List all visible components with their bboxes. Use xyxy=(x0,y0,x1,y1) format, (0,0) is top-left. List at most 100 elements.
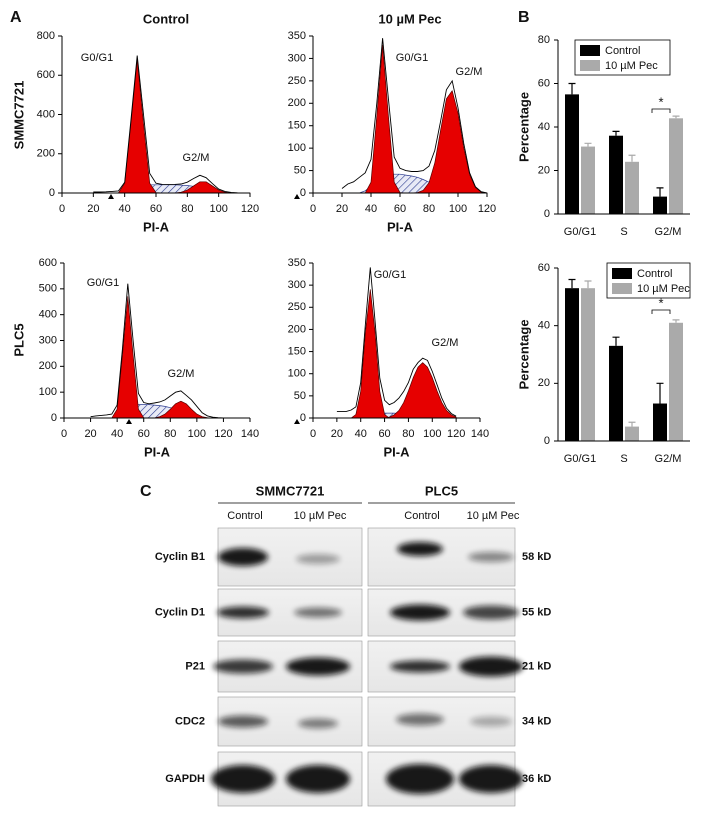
y-tick-label: 0 xyxy=(49,187,55,199)
marker xyxy=(108,194,114,199)
lane-label: 10 µM Pec xyxy=(294,510,347,522)
y-tick-label: 300 xyxy=(39,334,57,346)
x-tick-label: S xyxy=(620,453,627,465)
x-tick-label: 60 xyxy=(378,428,390,440)
annotation: G0/G1 xyxy=(81,52,113,64)
error-bar xyxy=(584,142,592,147)
band xyxy=(470,716,512,727)
band xyxy=(390,660,450,673)
band xyxy=(468,552,514,562)
legend-label: Control xyxy=(605,45,640,57)
panel-label: C xyxy=(140,483,152,500)
y-tick-label: 0 xyxy=(300,412,306,424)
chart-title: Control xyxy=(143,11,189,26)
error-bar xyxy=(656,187,664,197)
band xyxy=(217,606,269,619)
x-tick-label: G0/G1 xyxy=(564,453,596,465)
histogram-outline xyxy=(93,55,250,194)
fit-area xyxy=(92,59,251,194)
x-tick-label: 60 xyxy=(150,203,162,215)
size-label: 55 kD xyxy=(522,606,551,618)
y-tick-label: 40 xyxy=(538,121,550,133)
band xyxy=(386,764,454,794)
x-tick-label: 60 xyxy=(394,203,406,215)
x-axis-label: PI-A xyxy=(384,444,411,459)
fit-area xyxy=(90,404,224,419)
x-tick-label: G0/G1 xyxy=(564,226,596,238)
x-tick-label: 120 xyxy=(214,428,232,440)
y-tick-label: 600 xyxy=(39,257,57,269)
y-tick-label: 350 xyxy=(288,257,306,269)
band xyxy=(298,718,338,729)
error-bar xyxy=(612,336,620,346)
x-tick-label: 60 xyxy=(138,428,150,440)
x-tick-label: 20 xyxy=(84,428,96,440)
x-tick-label: 140 xyxy=(471,428,489,440)
x-tick-label: 140 xyxy=(241,428,259,440)
y-tick-label: 350 xyxy=(288,30,306,42)
protein-label: P21 xyxy=(185,660,205,672)
y-tick-label: 500 xyxy=(39,283,57,295)
x-tick-label: 40 xyxy=(365,203,377,215)
annotation: G2/M xyxy=(456,66,483,78)
chart-title: 10 µM Pec xyxy=(378,11,441,26)
marker xyxy=(294,419,300,424)
band xyxy=(213,659,273,674)
x-tick-label: 100 xyxy=(423,428,441,440)
bar xyxy=(609,135,623,214)
significance-bracket xyxy=(651,108,671,113)
band xyxy=(397,542,443,556)
x-axis-label: PI-A xyxy=(387,219,414,234)
error-bar xyxy=(628,421,636,427)
x-tick-label: 40 xyxy=(119,203,131,215)
annotation: G0/G1 xyxy=(374,269,406,281)
band xyxy=(286,765,350,793)
group-label: SMMC7721 xyxy=(256,483,325,498)
bar xyxy=(625,161,639,214)
error-bar xyxy=(568,82,576,95)
band xyxy=(396,713,444,726)
x-axis-label: PI-A xyxy=(143,219,170,234)
x-tick-label: 120 xyxy=(241,203,259,215)
y-tick-label: 100 xyxy=(288,368,306,380)
y-tick-label: 600 xyxy=(37,69,55,81)
x-tick-label: 120 xyxy=(478,203,496,215)
error-bar xyxy=(628,154,636,162)
legend-swatch xyxy=(612,283,632,294)
error-bar xyxy=(672,115,680,119)
y-tick-label: 60 xyxy=(538,77,550,89)
x-tick-label: S xyxy=(620,226,627,238)
panel-label: B xyxy=(518,9,530,26)
protein-label: Cyclin D1 xyxy=(155,606,205,618)
band xyxy=(459,656,523,677)
legend-swatch xyxy=(580,60,600,71)
legend-swatch xyxy=(580,45,600,56)
y-tick-label: 200 xyxy=(288,323,306,335)
y-tick-label: 400 xyxy=(39,309,57,321)
error-bar xyxy=(584,280,592,289)
size-label: 34 kD xyxy=(522,715,551,727)
size-label: 36 kD xyxy=(522,773,551,785)
y-tick-label: 0 xyxy=(544,208,550,220)
x-tick-label: 80 xyxy=(402,428,414,440)
band xyxy=(218,715,268,728)
fit-area xyxy=(90,296,224,419)
y-tick-label: 250 xyxy=(288,75,306,87)
x-tick-label: 40 xyxy=(111,428,123,440)
y-tick-label: 250 xyxy=(288,301,306,313)
histogram-outline xyxy=(336,267,457,417)
significance-bracket xyxy=(651,309,671,314)
histogram-outline xyxy=(341,38,488,194)
annotation: G2/M xyxy=(432,337,459,349)
legend-label: 10 µM Pec xyxy=(605,60,658,72)
y-tick-label: 300 xyxy=(288,52,306,64)
y-axis-label: Percentage xyxy=(516,92,531,162)
error-bar xyxy=(656,382,664,404)
panel-label: A xyxy=(10,9,22,26)
x-tick-label: 100 xyxy=(449,203,467,215)
x-tick-label: 0 xyxy=(310,428,316,440)
bar xyxy=(625,426,639,441)
lane-label: Control xyxy=(404,510,439,522)
x-tick-label: G2/M xyxy=(655,453,682,465)
